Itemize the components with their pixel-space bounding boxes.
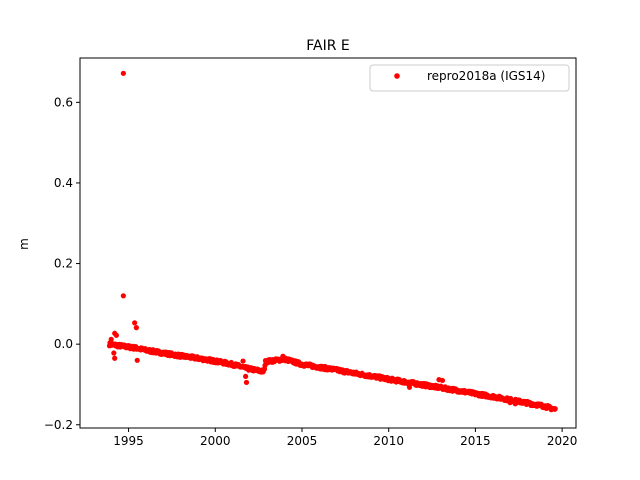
x-tick-label: 2005 [287, 434, 318, 448]
legend: repro2018a (IGS14) [369, 64, 570, 92]
data-point-outlier [460, 388, 466, 394]
data-point-outlier [132, 320, 138, 326]
data-point-outlier [243, 373, 249, 380]
y-tick-label: 0.6 [54, 95, 73, 109]
data-point-outlier [120, 293, 126, 299]
data-point-outlier [133, 325, 139, 331]
data-point-outlier [120, 70, 126, 76]
x-tick-label: 1995 [113, 434, 144, 448]
data-point-outlier [240, 358, 246, 364]
y-tick-label: 0.0 [54, 337, 73, 351]
data-points [106, 70, 558, 413]
y-axis-label: m [17, 238, 31, 250]
data-point-outlier [439, 377, 446, 384]
data-point-outlier [280, 353, 286, 359]
data-point-outlier [111, 350, 117, 356]
x-tick-label: 2020 [547, 434, 578, 448]
legend-label: repro2018a (IGS14) [427, 69, 545, 83]
x-tick-label: 2000 [200, 434, 231, 448]
legend-marker [394, 73, 400, 79]
data-point-outlier [528, 402, 534, 409]
data-point-outlier [134, 357, 140, 363]
y-tick-label: −0.2 [44, 418, 73, 432]
data-point-outlier [406, 384, 413, 390]
legend-box [369, 64, 570, 92]
x-tick-label: 2015 [460, 434, 491, 448]
axes: 1995 2000 2005 2010 2015 2020 −0.2 0.0 0.2 0.4 0.6 [44, 57, 578, 448]
plot-frame [79, 57, 577, 429]
data-point-outlier [108, 336, 114, 342]
data-point-outlier [243, 379, 250, 386]
data-point-outlier [112, 355, 118, 361]
data-point-outlier [512, 401, 518, 407]
data-point [552, 406, 558, 412]
data-point-outlier [113, 332, 120, 338]
chart-title: FAIR E [306, 38, 350, 54]
y-tick-label: 0.2 [54, 257, 73, 271]
data-point-outlier [242, 364, 248, 371]
x-tick-label: 2010 [373, 434, 404, 448]
data-point-outlier [507, 400, 513, 406]
y-tick-label: 0.4 [54, 176, 73, 190]
